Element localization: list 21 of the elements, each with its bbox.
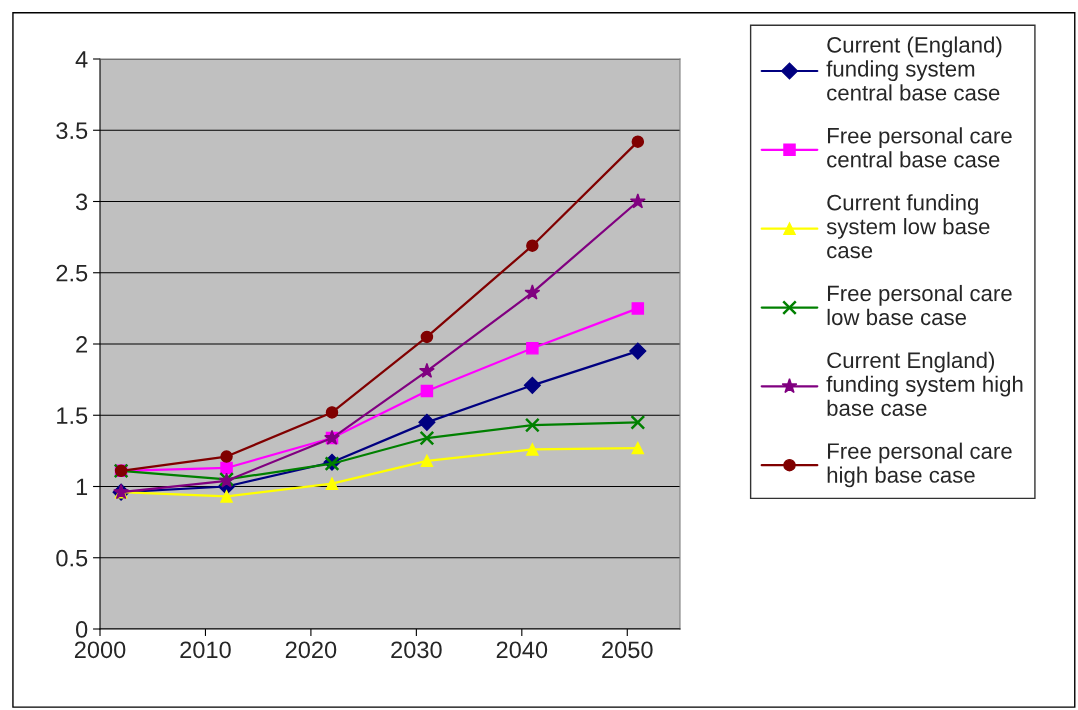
y-tick-label: 2.5: [56, 264, 88, 282]
y-tick-label: 0.5: [56, 549, 88, 567]
legend-label: Free personal care high base case: [827, 442, 1012, 488]
x-tick-label: 2020: [285, 641, 337, 659]
y-tick-label: 0: [75, 621, 88, 638]
x-tick-label: 2050: [602, 641, 653, 659]
legend-label: Free personal care central base case: [827, 127, 1012, 168]
legend-label: Current England) funding system high base case: [826, 351, 1023, 416]
legend-label: Current funding system low base case: [826, 194, 990, 259]
y-tick-label: 3.5: [56, 122, 88, 140]
y-tick-label: 1: [76, 478, 88, 496]
y-tick-label: 3: [75, 193, 88, 211]
x-tick-label: 2010: [180, 641, 231, 659]
y-tick-label: 1.5: [57, 407, 88, 425]
legend-label: Current (England) funding system central base case: [826, 36, 1002, 101]
x-tick-label: 2040: [496, 641, 548, 659]
legend-label: Free personal care low base case: [827, 284, 1012, 326]
y-tick-label: 4: [75, 51, 88, 68]
x-tick-label: 2000: [74, 641, 126, 659]
y-tick-label: 2: [76, 336, 88, 353]
x-tick-label: 2030: [391, 641, 442, 659]
